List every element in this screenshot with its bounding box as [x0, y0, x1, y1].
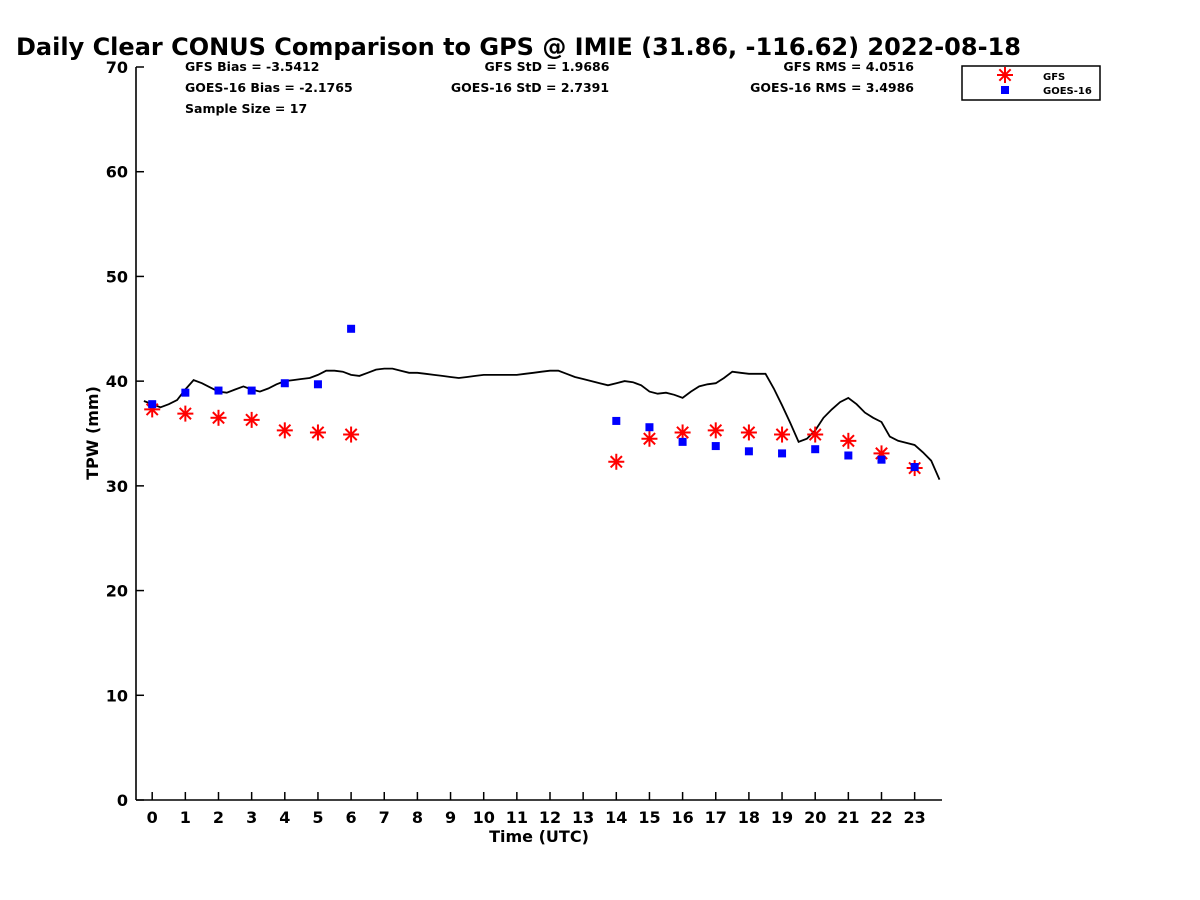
y-tick-label: 50: [106, 267, 128, 286]
x-tick-label: 10: [473, 808, 495, 827]
x-tick-label: 0: [147, 808, 158, 827]
goes16-point: [744, 447, 753, 456]
chart-title: Daily Clear CONUS Comparison to GPS @ IM…: [16, 33, 1021, 61]
gfs-point: [276, 422, 293, 439]
gfs-point: [343, 426, 360, 443]
goes-bias-stat: GOES-16 Bias = -2.1765: [185, 80, 353, 95]
y-tick-label: 40: [106, 372, 128, 391]
x-tick-label: 22: [870, 808, 892, 827]
y-tick-label: 30: [106, 477, 128, 496]
y-axis-label: TPW (mm): [83, 386, 102, 480]
y-axis-ticks: 0 10 20 30 40 50 60 70: [106, 58, 144, 810]
x-tick-label: 17: [705, 808, 727, 827]
goes16-point: [711, 442, 720, 451]
gfs-rms-stat: GFS RMS = 4.0516: [783, 59, 914, 74]
x-tick-label: 20: [804, 808, 826, 827]
x-tick-label: 7: [379, 808, 390, 827]
x-tick-label: 12: [539, 808, 561, 827]
y-tick-label: 70: [106, 58, 128, 77]
gfs-point: [210, 409, 227, 426]
goes16-point: [811, 445, 820, 454]
goes16-point: [347, 324, 356, 333]
x-tick-label: 8: [412, 808, 423, 827]
y-tick-label: 10: [106, 686, 128, 705]
x-tick-label: 13: [572, 808, 594, 827]
gfs-point: [674, 424, 691, 441]
series-layer: [143, 324, 941, 480]
goes16-point: [910, 463, 919, 472]
x-tick-label: 2: [213, 808, 224, 827]
goes16-point: [612, 416, 621, 425]
sample-size-stat: Sample Size = 17: [185, 101, 307, 116]
x-tick-label: 16: [671, 808, 693, 827]
legend-goes-label: GOES-16: [1043, 86, 1092, 97]
goes16-point: [844, 451, 853, 460]
gfs-point: [641, 430, 658, 447]
gps-series-line: [143, 367, 941, 480]
x-tick-label: 14: [605, 808, 627, 827]
legend-box: [961, 65, 1101, 101]
goes16-point: [181, 388, 190, 397]
legend-gfs-label: GFS: [1043, 72, 1065, 83]
goes16-point: [778, 449, 787, 458]
x-tick-label: 6: [346, 808, 357, 827]
x-tick-label: 18: [738, 808, 760, 827]
legend-gfs-marker: [997, 67, 1013, 83]
x-tick-label: 3: [246, 808, 257, 827]
gfs-point: [707, 422, 724, 439]
x-tick-label: 11: [506, 808, 528, 827]
legend: GFS GOES-16: [961, 65, 1101, 101]
gfs-point: [608, 453, 625, 470]
x-tick-label: 9: [445, 808, 456, 827]
x-tick-label: 5: [312, 808, 323, 827]
goes16-point: [247, 386, 256, 395]
goes16-point: [645, 423, 654, 432]
x-tick-label: 1: [180, 808, 191, 827]
gfs-std-stat: GFS StD = 1.9686: [485, 59, 610, 74]
legend-goes-marker: [1001, 86, 1009, 94]
goes16-point: [148, 400, 157, 409]
x-axis-label: Time (UTC): [489, 827, 589, 846]
x-tick-label: 23: [904, 808, 926, 827]
gfs-point: [309, 424, 326, 441]
goes16-point: [214, 386, 223, 395]
gfs-point: [243, 411, 260, 428]
x-axis-ticks: 0 1 2 3 4 5 6 7 8 9 10 11 12 13 14 15 16 17 18 19 20 21 22 23: [147, 792, 926, 827]
gfs-bias-stat: GFS Bias = -3.5412: [185, 59, 319, 74]
y-tick-label: 20: [106, 582, 128, 601]
y-tick-label: 60: [106, 163, 128, 182]
x-tick-label: 15: [638, 808, 660, 827]
x-tick-label: 4: [279, 808, 290, 827]
goes16-point: [877, 455, 886, 464]
legend-gfs-asterisk: [997, 67, 1013, 83]
gfs-point: [177, 405, 194, 422]
goes-std-stat: GOES-16 StD = 2.7391: [451, 80, 609, 95]
goes16-point: [678, 437, 687, 446]
goes16-point: [313, 380, 322, 389]
gfs-point: [840, 432, 857, 449]
goes-rms-stat: GOES-16 RMS = 3.4986: [750, 80, 914, 95]
x-tick-label: 19: [771, 808, 793, 827]
goes16-point: [280, 379, 289, 388]
gfs-point: [740, 424, 757, 441]
y-tick-label: 0: [117, 791, 128, 810]
gfs-point: [807, 426, 824, 443]
x-tick-label: 21: [837, 808, 859, 827]
gfs-point: [774, 426, 791, 443]
